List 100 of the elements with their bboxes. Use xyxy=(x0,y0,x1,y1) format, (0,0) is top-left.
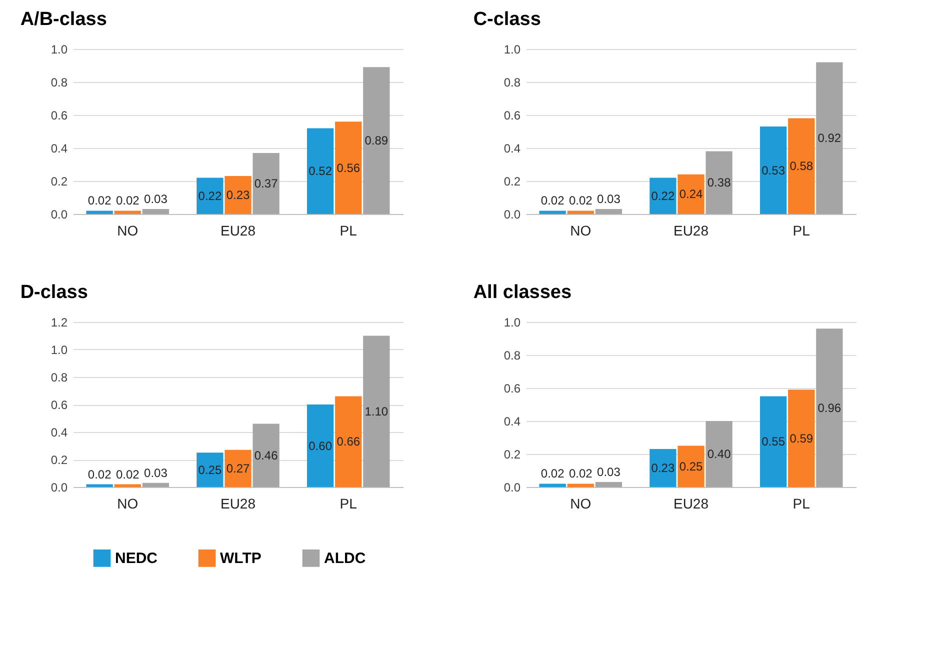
x-tick-label: EU28 xyxy=(220,496,256,512)
data-label: 0.92 xyxy=(818,131,842,146)
data-label: 0.52 xyxy=(308,164,332,178)
y-tick-label: 0.2 xyxy=(504,174,521,188)
bar xyxy=(335,396,362,487)
bar xyxy=(306,404,334,487)
bar xyxy=(142,209,170,214)
y-tick-label: 0.6 xyxy=(50,108,68,122)
data-label: 0.46 xyxy=(254,448,278,462)
bar xyxy=(650,449,676,487)
y-tick-label: 1.0 xyxy=(504,42,521,56)
data-label: 0.02 xyxy=(88,194,112,208)
bar xyxy=(706,421,732,487)
bar xyxy=(816,328,843,487)
y-tick-label: 1.0 xyxy=(504,316,521,330)
bar xyxy=(678,446,704,487)
bar xyxy=(567,210,594,214)
bar xyxy=(595,482,622,487)
chart-title: All classes xyxy=(473,282,572,303)
y-tick-label: 1.2 xyxy=(50,316,68,330)
bar xyxy=(539,484,566,487)
data-label: 0.55 xyxy=(762,434,786,449)
bar xyxy=(252,424,280,487)
legend-label: WLTP xyxy=(220,550,262,568)
x-tick-label: PL xyxy=(340,222,358,238)
data-label: 0.03 xyxy=(597,465,621,480)
bar xyxy=(706,151,732,214)
x-tick-label: NO xyxy=(117,222,138,238)
bar xyxy=(678,174,704,214)
y-tick-label: 0.6 xyxy=(504,382,521,396)
bar xyxy=(760,396,787,487)
data-label: 0.56 xyxy=(336,160,360,175)
legend-label: NEDC xyxy=(115,550,158,568)
bar xyxy=(363,67,390,214)
chart-title: D-class xyxy=(20,282,88,303)
y-tick-label: 0.8 xyxy=(504,348,521,362)
data-label: 0.59 xyxy=(790,431,814,446)
data-label: 0.27 xyxy=(226,461,250,476)
y-tick-label: 0.4 xyxy=(50,142,68,156)
chart-title: C-class xyxy=(473,9,541,30)
data-label: 0.02 xyxy=(88,467,112,482)
data-label: 0.02 xyxy=(540,466,565,481)
data-label: 0.25 xyxy=(198,462,222,477)
x-tick-label: PL xyxy=(792,496,810,512)
x-tick-label: EU28 xyxy=(220,222,256,238)
data-label: 0.02 xyxy=(568,194,593,208)
x-tick-label: EU28 xyxy=(673,496,709,512)
data-label: 0.22 xyxy=(651,188,675,203)
data-label: 0.02 xyxy=(540,194,565,208)
x-tick-label: NO xyxy=(570,222,592,238)
data-label: 0.58 xyxy=(790,159,814,174)
x-tick-label: NO xyxy=(570,496,592,512)
data-label: 1.10 xyxy=(364,404,388,418)
bar xyxy=(335,122,362,214)
data-label: 0.22 xyxy=(198,188,222,203)
y-tick-label: 0.2 xyxy=(50,453,68,467)
bar xyxy=(86,210,113,214)
y-tick-label: 1.0 xyxy=(50,343,68,357)
data-label: 0.02 xyxy=(568,466,593,481)
y-tick-label: 0.4 xyxy=(504,142,521,156)
bar xyxy=(567,484,594,487)
x-tick-label: PL xyxy=(340,496,358,512)
legend-label: ALDC xyxy=(324,550,366,568)
data-label: 0.96 xyxy=(818,400,842,415)
data-label: 0.37 xyxy=(254,176,278,190)
bar xyxy=(788,390,815,487)
bar xyxy=(114,484,141,487)
y-tick-label: 0.8 xyxy=(504,76,521,90)
y-tick-label: 0.6 xyxy=(50,398,68,412)
data-label: 0.23 xyxy=(226,188,250,202)
x-tick-label: EU28 xyxy=(673,222,709,238)
data-label: 0.66 xyxy=(336,434,360,449)
bar xyxy=(363,336,390,487)
data-label: 0.25 xyxy=(679,459,703,474)
bar xyxy=(224,450,252,487)
bar xyxy=(788,118,815,214)
data-label: 0.23 xyxy=(651,461,675,476)
data-label: 0.02 xyxy=(116,194,140,208)
data-label: 0.40 xyxy=(707,447,732,461)
bar xyxy=(306,128,334,214)
data-label: 0.03 xyxy=(144,192,168,206)
data-label: 0.60 xyxy=(308,438,332,453)
bar xyxy=(196,178,224,214)
data-label: 0.89 xyxy=(364,134,388,148)
bar xyxy=(816,62,843,214)
y-tick-label: 1.0 xyxy=(50,42,68,56)
y-tick-label: 0.2 xyxy=(504,448,521,462)
y-tick-label: 0.8 xyxy=(50,76,68,90)
data-label: 0.38 xyxy=(707,176,732,190)
y-tick-label: 0.0 xyxy=(50,208,68,222)
data-label: 0.02 xyxy=(116,467,140,482)
bar xyxy=(86,484,113,487)
y-tick-label: 0.0 xyxy=(50,480,68,494)
bar xyxy=(142,482,170,487)
data-label: 0.53 xyxy=(762,163,786,178)
y-tick-label: 0.6 xyxy=(504,108,521,122)
bar xyxy=(650,178,676,214)
chart-title: A/B-class xyxy=(20,9,107,30)
y-tick-label: 0.2 xyxy=(50,174,68,188)
bar xyxy=(539,210,566,214)
